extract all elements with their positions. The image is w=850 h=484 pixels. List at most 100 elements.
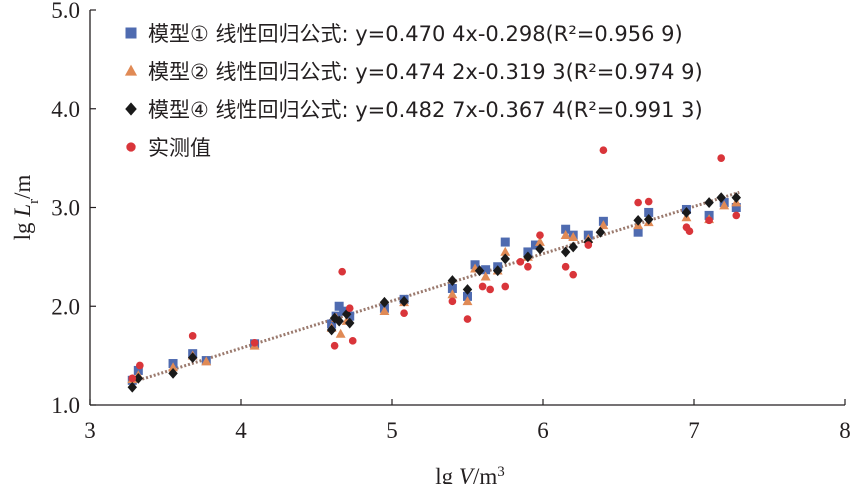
measured-point <box>705 216 713 225</box>
x-tick-label: 3 <box>84 418 96 443</box>
model1-point <box>561 224 571 234</box>
measured-point <box>188 332 197 340</box>
measured-point <box>685 227 694 236</box>
legend-model2-label: 模型② 线性回归公式: y=0.474 2x-0.319 3(R²=0.974 … <box>148 60 703 84</box>
model2-point <box>560 229 571 239</box>
model4-point <box>187 352 198 363</box>
legend-measured-marker <box>126 142 136 152</box>
model4-point <box>399 295 409 307</box>
model4-point <box>133 372 144 384</box>
measured-point <box>448 297 457 306</box>
y-tick-label: 3.0 <box>51 196 80 221</box>
legend-model4-label: 模型④ 线性回归公式: y=0.482 7x-0.367 4(R²=0.991 … <box>148 98 703 122</box>
x-tick-label: 8 <box>839 418 850 443</box>
y-axis-label: lg Lr/m <box>10 175 42 241</box>
axes: 3 4 5 6 7 8 1.0 2.0 3.0 4.0 5.0 lg V/m3 lg Lr/m <box>10 0 850 484</box>
x-tick-label: 5 <box>386 418 398 443</box>
model4-point <box>168 368 178 379</box>
model4-point <box>595 226 606 238</box>
model1-point <box>500 237 510 247</box>
measured-point <box>478 282 487 291</box>
model4-point <box>560 246 571 258</box>
model4-point <box>568 241 578 253</box>
model4-point <box>447 275 458 286</box>
model2-point <box>480 271 491 281</box>
measured-point <box>561 262 570 271</box>
measured-point <box>717 154 726 162</box>
measured-point <box>463 315 472 323</box>
measured-point <box>338 267 346 276</box>
model4-point <box>633 214 643 226</box>
measured-point <box>345 304 354 313</box>
measured-point <box>348 336 357 345</box>
model4-point <box>127 381 138 393</box>
model4-point <box>716 192 726 204</box>
model1-point <box>447 283 457 293</box>
model4-point <box>500 253 510 265</box>
model1-point <box>644 207 654 217</box>
x-tick-label: 7 <box>688 418 700 443</box>
model4-point <box>344 317 355 329</box>
model2-point <box>719 200 730 210</box>
model2-point <box>379 306 390 316</box>
model2-point <box>500 246 511 256</box>
measured-point <box>569 270 578 279</box>
y-tick-label: 5.0 <box>51 0 80 23</box>
model2-point <box>462 296 473 306</box>
model4-point <box>474 265 485 277</box>
model4-point <box>492 265 503 277</box>
model2-point <box>447 289 458 299</box>
legend-model2-marker <box>124 64 138 76</box>
model1-point <box>633 227 643 237</box>
model4-point <box>535 243 545 255</box>
measured-point <box>250 338 259 347</box>
model4-point <box>523 251 533 263</box>
model2-point <box>335 328 346 338</box>
model1-point <box>345 311 355 321</box>
model2-point <box>598 220 609 230</box>
legend-measured-label: 实测值 <box>148 136 211 160</box>
y-tick-label: 1.0 <box>51 393 80 418</box>
model4-point <box>379 296 390 308</box>
x-axis-label: lg V/m3 <box>435 464 504 484</box>
measured-point <box>536 231 544 239</box>
model4-point <box>326 324 337 336</box>
measured-point <box>732 211 741 220</box>
measured-point <box>599 146 608 155</box>
legend-model1-label: 模型① 线性回归公式: y=0.470 4x-0.298(R²=0.956 9) <box>148 22 683 46</box>
measured-point <box>634 198 642 207</box>
measured-point <box>516 257 525 266</box>
measured-point <box>128 374 137 383</box>
model1-point <box>530 240 540 250</box>
x-tick-label: 4 <box>235 418 247 443</box>
measured-point <box>501 282 510 291</box>
model4-point <box>731 192 742 204</box>
data-points <box>127 146 742 393</box>
model4-point <box>643 213 654 225</box>
y-tick-label: 2.0 <box>51 294 80 319</box>
measured-point <box>644 197 653 206</box>
model2-point <box>568 231 579 241</box>
model1-point <box>334 301 344 311</box>
measured-point <box>400 309 408 317</box>
legend: 模型① 线性回归公式: y=0.470 4x-0.298(R²=0.956 9)… <box>124 22 703 160</box>
measured-point <box>524 262 532 271</box>
measured-point <box>486 285 494 294</box>
model2-point <box>535 236 545 246</box>
y-tick-label: 4.0 <box>51 97 80 122</box>
measured-point <box>330 341 339 350</box>
model2-point <box>168 362 178 372</box>
model1-point <box>339 306 349 316</box>
model1-point <box>481 265 491 275</box>
legend-model1-marker <box>125 27 137 39</box>
model4-point <box>704 197 714 208</box>
model1-point <box>731 203 741 212</box>
x-tick-label: 6 <box>537 418 549 443</box>
legend-model4-marker <box>125 102 137 116</box>
model2-point <box>201 356 212 366</box>
measured-point <box>584 241 593 249</box>
model4-point <box>681 207 692 218</box>
model4-point <box>334 315 344 327</box>
measured-point <box>136 361 144 370</box>
